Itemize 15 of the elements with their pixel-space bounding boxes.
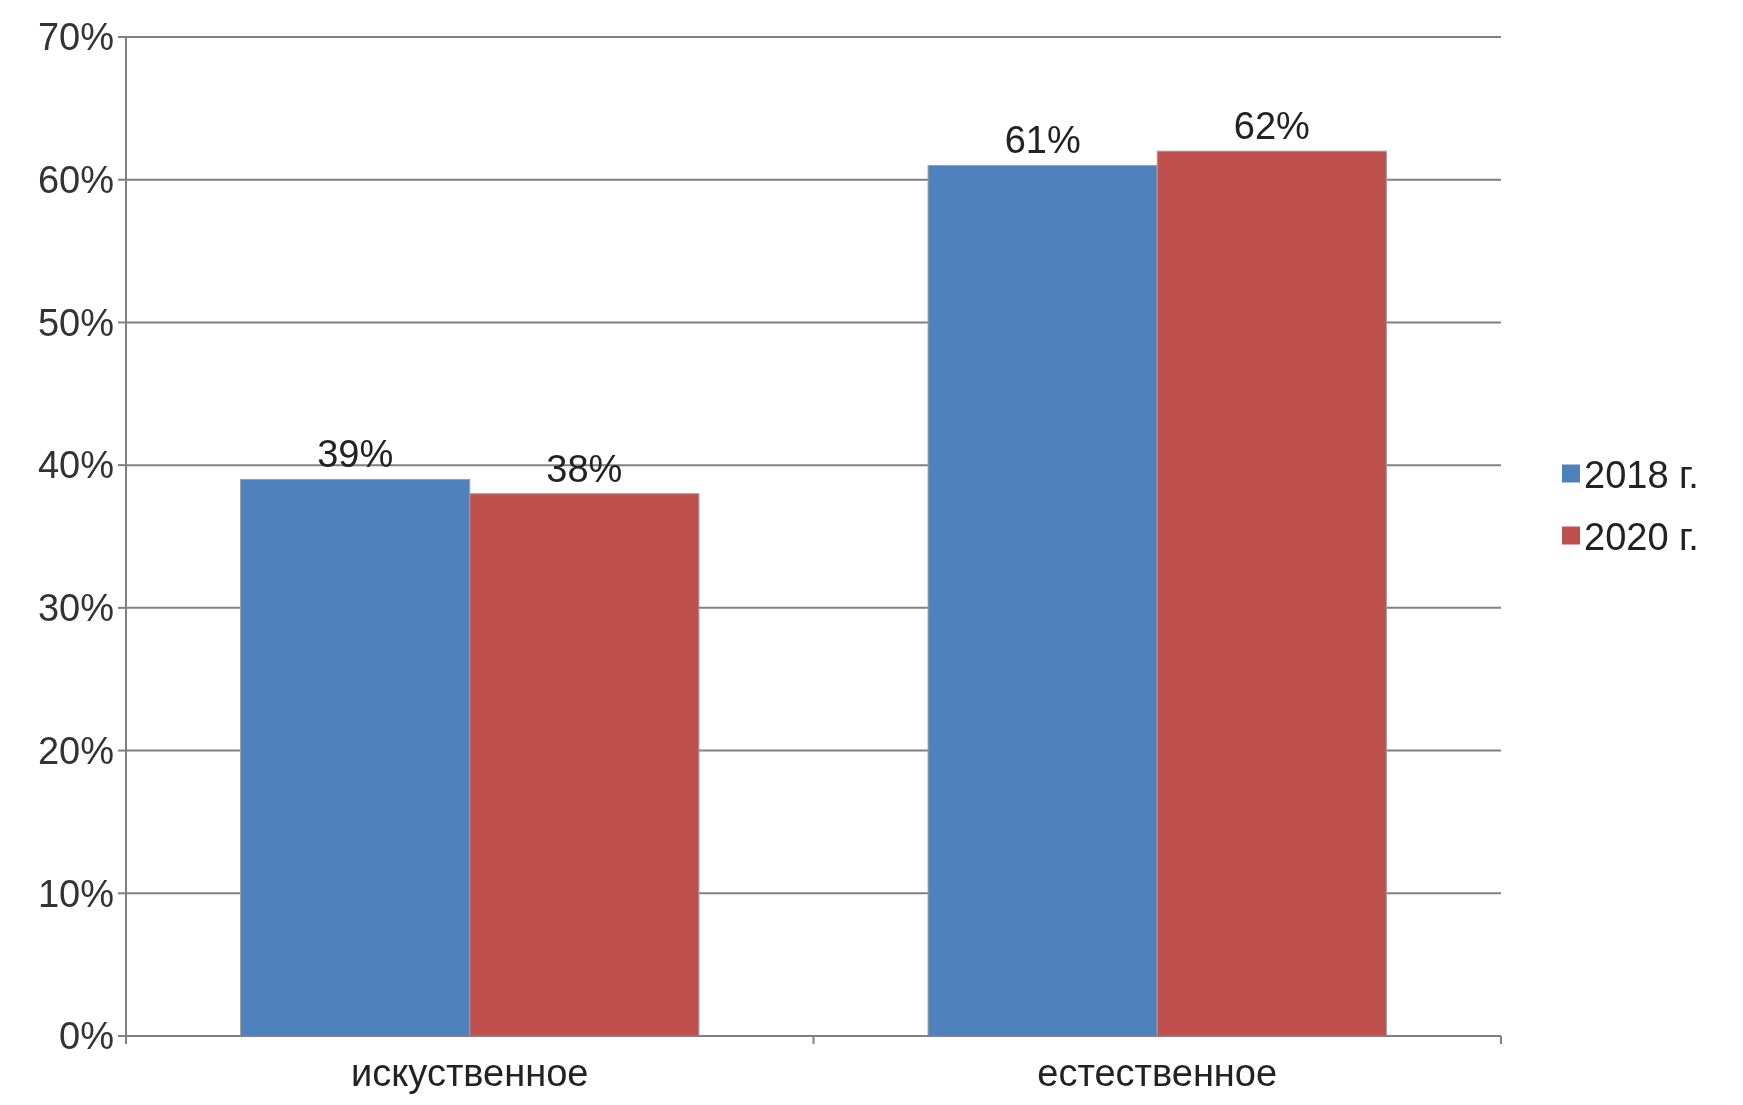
legend-label: 2020 г. bbox=[1584, 515, 1699, 558]
y-tick-label: 20% bbox=[37, 729, 114, 772]
y-tick-label: 10% bbox=[37, 872, 114, 915]
y-tick-label: 60% bbox=[37, 159, 114, 202]
data-label: 62% bbox=[1233, 105, 1310, 148]
x-tick-label: искуственное bbox=[351, 1052, 589, 1094]
y-tick-label: 50% bbox=[37, 301, 114, 344]
y-tick-label: 40% bbox=[37, 444, 114, 487]
data-label: 61% bbox=[1004, 119, 1081, 162]
legend-label: 2018 г. bbox=[1584, 453, 1699, 496]
y-tick-label: 30% bbox=[37, 587, 114, 630]
y-tick-label: 70% bbox=[37, 16, 114, 59]
data-label: 39% bbox=[317, 433, 394, 476]
x-tick-label: естественное bbox=[1037, 1052, 1278, 1094]
y-tick-label: 0% bbox=[59, 1015, 114, 1058]
